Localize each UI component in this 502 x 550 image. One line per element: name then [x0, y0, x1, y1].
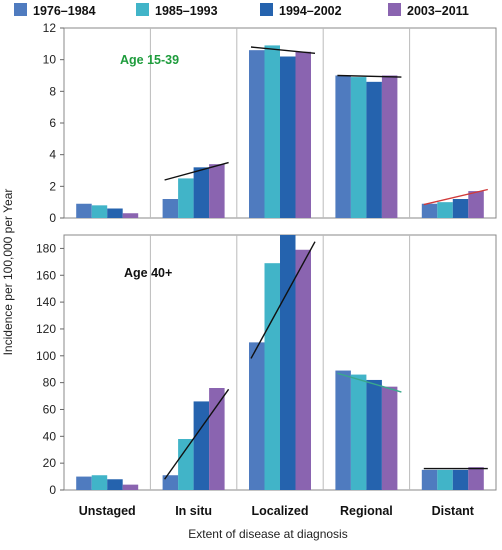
- legend-label: 2003–2011: [407, 4, 469, 18]
- bar: [162, 475, 179, 490]
- chart-panel: 0 20 40 60 80 100 120 140 160 180 Age 40+ Unstaged I…: [36, 234, 497, 518]
- trend-line: [250, 46, 316, 55]
- y-tick-label: 20: [43, 456, 57, 470]
- chart-panel: 0 2 4 6 8 10 12 Age 15-39: [43, 21, 497, 225]
- legend: 1976–1984 1985–1993 1994–2002 2003–2011: [14, 3, 469, 18]
- legend-swatch: [388, 3, 401, 16]
- y-tick-label: 6: [49, 116, 56, 130]
- bar: [264, 45, 280, 218]
- y-tick-label: 40: [43, 429, 57, 443]
- bar: [437, 202, 453, 218]
- y-tick-label: 12: [43, 21, 57, 35]
- bar: [91, 205, 108, 218]
- x-axis-title: Extent of disease at diagnosis: [188, 527, 347, 541]
- x-category-label: Distant: [432, 504, 475, 518]
- x-category-label: Unstaged: [79, 504, 136, 518]
- y-tick-label: 180: [36, 241, 56, 255]
- y-axis-title: Incidence per 100,000 per Year: [1, 189, 15, 356]
- trend-line: [423, 188, 488, 206]
- x-category-label: In situ: [175, 504, 212, 518]
- bar: [421, 469, 438, 490]
- y-tick-label: 0: [49, 211, 56, 225]
- y-tick-label: 8: [49, 84, 56, 98]
- bar: [280, 235, 296, 490]
- bar: [335, 370, 351, 490]
- y-tick-label: 80: [43, 376, 57, 390]
- bar: [381, 386, 398, 490]
- legend-label: 1976–1984: [33, 4, 96, 18]
- y-tick-label: 4: [49, 148, 56, 162]
- bar: [366, 81, 382, 218]
- y-tick-label: 0: [49, 483, 56, 497]
- x-category-label: Regional: [340, 504, 393, 518]
- bar: [366, 379, 382, 490]
- trend-line: [164, 388, 230, 480]
- bar: [468, 191, 484, 218]
- bar: [122, 484, 139, 490]
- bar: [264, 263, 280, 490]
- bar: [249, 342, 265, 490]
- y-tick-label: 60: [43, 402, 57, 416]
- bar: [91, 475, 108, 490]
- bar: [162, 199, 179, 218]
- trend-line: [164, 161, 229, 181]
- bar: [350, 374, 367, 490]
- bar: [437, 469, 453, 490]
- bar: [350, 77, 367, 218]
- y-tick-label: 140: [36, 295, 56, 309]
- bar: [209, 164, 225, 218]
- bar: [76, 203, 92, 218]
- trend-line: [250, 241, 316, 359]
- bar: [421, 203, 438, 218]
- bar: [280, 56, 296, 218]
- y-tick-label: 10: [43, 53, 57, 67]
- bar: [122, 213, 139, 218]
- legend-swatch: [260, 3, 273, 16]
- bar: [468, 467, 484, 490]
- bar: [381, 75, 398, 218]
- bar: [76, 476, 92, 490]
- chart-panels: 0 2 4 6 8 10 12 Age 15-39 0 20 40 60 80 100 120 140 160 1…: [36, 21, 497, 518]
- bar: [452, 469, 469, 490]
- panel-label: Age 15-39: [120, 53, 179, 67]
- legend-swatch: [14, 3, 27, 16]
- bar: [107, 208, 123, 218]
- x-category-label: Localized: [252, 504, 309, 518]
- bar: [249, 50, 265, 218]
- y-tick-label: 2: [49, 179, 56, 193]
- y-tick-label: 120: [36, 322, 56, 336]
- bar: [193, 401, 210, 490]
- bar: [335, 75, 351, 218]
- trend-line: [337, 74, 402, 78]
- legend-label: 1994–2002: [279, 4, 342, 18]
- legend-swatch: [136, 3, 149, 16]
- y-tick-label: 160: [36, 268, 56, 282]
- bar: [209, 388, 225, 490]
- y-tick-label: 100: [36, 349, 56, 363]
- bar: [178, 178, 194, 218]
- bar: [178, 439, 194, 490]
- bar: [107, 479, 123, 490]
- legend-label: 1985–1993: [155, 4, 218, 18]
- bar: [295, 51, 311, 218]
- trend-line: [337, 372, 402, 393]
- bar: [295, 249, 311, 490]
- bar: [193, 167, 210, 218]
- bar: [452, 199, 469, 218]
- panel-label: Age 40+: [124, 266, 172, 280]
